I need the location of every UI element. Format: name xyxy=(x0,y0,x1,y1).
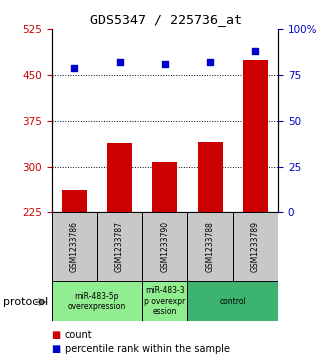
Bar xyxy=(198,142,222,212)
Bar xyxy=(187,212,233,281)
Bar xyxy=(243,60,268,212)
Point xyxy=(117,59,122,65)
Bar xyxy=(52,212,97,281)
Bar xyxy=(62,190,87,212)
Point xyxy=(253,48,258,54)
Text: GSM1233790: GSM1233790 xyxy=(160,221,169,272)
Bar xyxy=(153,162,177,212)
Bar xyxy=(52,281,142,321)
Text: miR-483-5p
overexpression: miR-483-5p overexpression xyxy=(68,291,126,311)
Text: GSM1233788: GSM1233788 xyxy=(205,221,215,272)
Point xyxy=(207,59,213,65)
Text: ■: ■ xyxy=(52,330,61,340)
Bar xyxy=(142,212,187,281)
Point xyxy=(162,61,167,67)
Text: control: control xyxy=(219,297,246,306)
Text: GSM1233787: GSM1233787 xyxy=(115,221,124,272)
Bar xyxy=(187,281,278,321)
Text: GSM1233786: GSM1233786 xyxy=(70,221,79,272)
Bar xyxy=(107,143,132,212)
Bar xyxy=(142,281,187,321)
Text: GDS5347 / 225736_at: GDS5347 / 225736_at xyxy=(91,13,242,26)
Text: ■: ■ xyxy=(52,344,61,354)
Text: miR-483-3
p overexpr
ession: miR-483-3 p overexpr ession xyxy=(144,286,185,316)
Bar xyxy=(97,212,142,281)
Text: count: count xyxy=(65,330,93,340)
Point xyxy=(72,65,77,70)
Text: GSM1233789: GSM1233789 xyxy=(251,221,260,272)
Text: percentile rank within the sample: percentile rank within the sample xyxy=(65,344,230,354)
Bar xyxy=(233,212,278,281)
Text: protocol: protocol xyxy=(3,297,49,307)
